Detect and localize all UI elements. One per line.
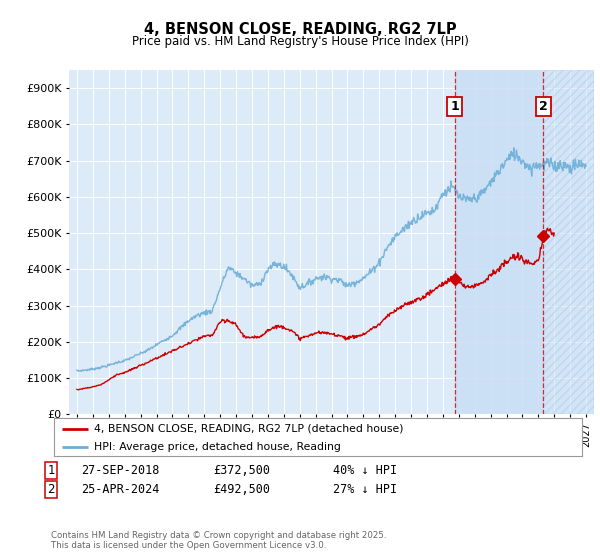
Text: Contains HM Land Registry data © Crown copyright and database right 2025.
This d: Contains HM Land Registry data © Crown c… <box>51 531 386 550</box>
Bar <box>455 70 544 414</box>
Text: 4, BENSON CLOSE, READING, RG2 7LP: 4, BENSON CLOSE, READING, RG2 7LP <box>143 22 457 38</box>
Text: 25-APR-2024: 25-APR-2024 <box>81 483 160 496</box>
Text: 4, BENSON CLOSE, READING, RG2 7LP (detached house): 4, BENSON CLOSE, READING, RG2 7LP (detac… <box>94 423 403 433</box>
Text: 40% ↓ HPI: 40% ↓ HPI <box>333 464 397 477</box>
Text: 2: 2 <box>47 483 55 496</box>
Text: £492,500: £492,500 <box>213 483 270 496</box>
Text: HPI: Average price, detached house, Reading: HPI: Average price, detached house, Read… <box>94 442 340 452</box>
Text: 1: 1 <box>450 100 459 113</box>
Text: 2: 2 <box>539 100 548 113</box>
Text: £372,500: £372,500 <box>213 464 270 477</box>
Bar <box>544 70 594 414</box>
Text: Price paid vs. HM Land Registry's House Price Index (HPI): Price paid vs. HM Land Registry's House … <box>131 35 469 48</box>
Text: 27% ↓ HPI: 27% ↓ HPI <box>333 483 397 496</box>
Text: 1: 1 <box>47 464 55 477</box>
Text: 27-SEP-2018: 27-SEP-2018 <box>81 464 160 477</box>
